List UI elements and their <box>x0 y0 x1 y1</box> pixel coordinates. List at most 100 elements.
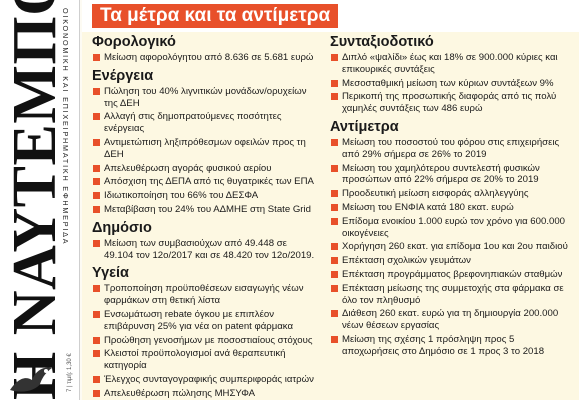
square-bullet-icon <box>331 203 338 211</box>
square-bullet-icon <box>93 87 100 95</box>
masthead-edition: 7 | τιμή: 1,30 € <box>67 353 73 392</box>
square-bullet-icon <box>331 217 338 225</box>
list-item: Επέκταση μείωσης της συμμετοχής στα φάρμ… <box>330 283 570 307</box>
square-bullet-icon <box>331 284 338 292</box>
list-item: Διάθεση 260 εκατ. ευρώ για τη δημιουργία… <box>330 308 570 332</box>
list-item-text: Ενσωμάτωση rebate όγκου με επιπλέον επιβ… <box>104 308 294 332</box>
square-bullet-icon <box>93 375 100 383</box>
list-item-text: Διάθεση 260 εκατ. ευρώ για τη δημιουργία… <box>342 308 559 332</box>
list-item: Μείωση αφορολόγητου από 8.636 σε 5.681 ε… <box>92 52 317 64</box>
square-bullet-icon <box>331 335 338 343</box>
list-item-text: Απελευθέρωση πώλησης ΜΗΣΥΦΑ <box>104 387 256 399</box>
list-item-text: Κλειστοί προϋπολογισμοί ανά θεραπευτική … <box>104 348 286 372</box>
list-item-text: Μείωση του ΕΝΦΙΑ κατά 180 εκατ. ευρώ <box>342 201 514 213</box>
list-item: Αντιμετώπιση ληξιπρόθεσμων οφειλών προς … <box>92 137 317 161</box>
square-bullet-icon <box>93 178 100 186</box>
list-item: Επίδομα ενοικίου 1.000 ευρώ τον χρόνο γι… <box>330 216 570 240</box>
masthead-subtitle: ΟΙΚΟΝΟΜΙΚΗ ΚΑΙ ΕΠΙΧΕΙΡΗΜΑΤΙΚΗ ΕΦΗΜΕΡΙΔΑ <box>61 8 70 246</box>
list-item: Κλειστοί προϋπολογισμοί ανά θεραπευτική … <box>92 348 317 372</box>
list-item-text: Μεσοσταθμική μείωση των κύριων συντάξεων… <box>342 77 554 89</box>
list-item-text: Διπλό «ψαλίδι» έως και 18% σε 900.000 κύ… <box>342 52 558 75</box>
list-item-text: Απόσχιση της ΔΕΠΑ από τις θυγατρικές των… <box>104 176 314 188</box>
square-bullet-icon <box>331 270 338 278</box>
square-bullet-icon <box>93 389 100 397</box>
list-item: Προώθηση γενοσήμων με ποσοστιαίους στόχο… <box>92 335 317 347</box>
list-item: Πώληση του 40% λιγνιτικών μονάδων/ορυχεί… <box>92 86 317 110</box>
square-bullet-icon <box>331 190 338 198</box>
list-item-text: Μείωση αφορολόγητου από 8.636 σε 5.681 ε… <box>104 52 314 63</box>
list-item-text: Τροποποίηση προϋποθέσεων εισαγωγής νέων … <box>104 283 304 307</box>
masthead-title: Η ΝΑΥΤΕΜΠΟΡΙΚΗ <box>1 0 69 400</box>
masthead-logo-icon <box>10 367 52 392</box>
square-bullet-icon <box>93 192 100 200</box>
square-bullet-icon <box>331 310 338 318</box>
list-item-text: Μείωση του ποσοστού του φόρου στις επιχε… <box>342 136 560 160</box>
list-item-text: Μεταβίβαση του 24% του ΑΔΜΗΕ στη State G… <box>104 203 311 215</box>
square-bullet-icon <box>331 54 338 61</box>
right-section-title: Αντίμετρα <box>330 118 399 135</box>
list-item-text: Χορήγηση 260 εκατ. για επίδομα 1ου και 2… <box>342 241 568 253</box>
list-item: Μείωση του χαμηλότερου συντελεστή φυσικώ… <box>330 163 570 187</box>
list-item-text: Μείωση του χαμηλότερου συντελεστή φυσικώ… <box>342 162 540 186</box>
left-section-title: Υγεία <box>92 265 129 282</box>
list-item: Διπλό «ψαλίδι» έως και 18% σε 900.000 κύ… <box>330 52 570 76</box>
list-item: Αλλαγή στις δημοπρατούμενες ποσότητες εν… <box>92 111 317 135</box>
list-item: Μείωση της σχέσης 1 πρόσληψη προς 5 αποχ… <box>330 334 570 358</box>
list-item-text: Αντιμετώπιση ληξιπρόθεσμων οφειλών προς … <box>104 136 306 160</box>
list-item: Μείωση των συμβασιούχων από 49.448 σε 49… <box>92 238 317 262</box>
list-item-text: Περικοπή της προσωπικής διαφοράς από τις… <box>342 91 557 115</box>
list-item-text: Προώθηση γενοσήμων με ποσοστιαίους στόχο… <box>104 334 313 346</box>
left-section-title: Δημόσιο <box>92 219 152 236</box>
square-bullet-icon <box>331 93 338 101</box>
square-bullet-icon <box>331 257 338 265</box>
list-item: Τροποποίηση προϋποθέσεων εισαγωγής νέων … <box>92 283 317 307</box>
list-item: Μεσοσταθμική μείωση των κύριων συντάξεων… <box>330 78 570 90</box>
list-item-text: Απελευθέρωση αγοράς φυσικού αερίου <box>104 162 272 174</box>
square-bullet-icon <box>93 350 100 358</box>
list-item: Περικοπή της προσωπικής διαφοράς από τις… <box>330 91 570 115</box>
left-column: Φορολογικό Μείωση αφορολόγητου από 8.636 … <box>92 34 317 400</box>
list-item-text: Επέκταση προγράμματος βρεφονηπιακών σταθ… <box>342 268 563 280</box>
square-bullet-icon <box>93 164 100 172</box>
list-item: Απόσχιση της ΔΕΠΑ από τις θυγατρικές των… <box>92 176 317 188</box>
square-bullet-icon <box>93 336 100 344</box>
list-item-text: Προοδευτική μείωση εισφοράς αλληλεγγύης <box>342 188 529 200</box>
list-item: Χορήγηση 260 εκατ. για επίδομα 1ου και 2… <box>330 241 570 253</box>
list-item: Απελευθέρωση αγοράς φυσικού αερίου <box>92 163 317 175</box>
list-item: Προοδευτική μείωση εισφοράς αλληλεγγύης <box>330 188 570 200</box>
square-bullet-icon <box>331 79 338 87</box>
right-section-title: Συνταξιοδοτικό <box>330 34 434 50</box>
list-item: Απελευθέρωση πώλησης ΜΗΣΥΦΑ <box>92 388 317 400</box>
list-item-text: Πώληση του 40% λιγνιτικών μονάδων/ορυχεί… <box>104 85 307 109</box>
square-bullet-icon <box>93 138 100 146</box>
list-item: Μεταβίβαση του 24% του ΑΔΜΗΕ στη State G… <box>92 204 317 216</box>
list-item-text: Επέκταση μείωσης της συμμετοχής στα φάρμ… <box>342 282 564 306</box>
list-item-text: Αλλαγή στις δημοπρατούμενες ποσότητες εν… <box>104 111 282 135</box>
list-item-text: Μείωση των συμβασιούχων από 49.448 σε 49… <box>104 237 315 261</box>
square-bullet-icon <box>331 164 338 172</box>
square-bullet-icon <box>93 239 100 247</box>
square-bullet-icon <box>93 310 100 318</box>
newspaper-masthead: Η ΝΑΥΤΕΜΠΟΡΙΚΗ ΟΙΚΟΝΟΜΙΚΗ ΚΑΙ ΕΠΙΧΕΙΡΗΜΑ… <box>0 0 80 400</box>
square-bullet-icon <box>331 243 338 251</box>
measures-panel: Τα μέτρα και τα αντίμετρα Φορολογικό Μείω… <box>82 0 579 400</box>
left-section-title: Φορολογικό <box>92 34 176 50</box>
list-item: Μείωση του ΕΝΦΙΑ κατά 180 εκατ. ευρώ <box>330 202 570 214</box>
list-item-text: Επέκταση σχολικών γευμάτων <box>342 255 471 267</box>
square-bullet-icon <box>93 113 100 121</box>
list-item: Ενσωμάτωση rebate όγκου με επιπλέον επιβ… <box>92 309 317 333</box>
list-item-text: Επίδομα ενοικίου 1.000 ευρώ τον χρόνο γι… <box>342 215 565 239</box>
list-item-text: Ιδιωτικοποίηση του 66% του ΔΕΣΦΑ <box>104 190 259 202</box>
square-bullet-icon <box>93 54 100 61</box>
list-item: Επέκταση σχολικών γευμάτων <box>330 255 570 267</box>
list-item: Μείωση του ποσοστού του φόρου στις επιχε… <box>330 137 570 161</box>
list-item-text: Έλεγχος συνταγογραφικής συμπεριφοράς ιατ… <box>104 373 314 385</box>
list-item: Έλεγχος συνταγογραφικής συμπεριφοράς ιατ… <box>92 374 317 386</box>
list-item-text: Μείωση της σχέσης 1 πρόσληψη προς 5 αποχ… <box>342 333 545 357</box>
list-item: Ιδιωτικοποίηση του 66% του ΔΕΣΦΑ <box>92 190 317 202</box>
square-bullet-icon <box>331 138 338 146</box>
right-column: Συνταξιοδοτικό Διπλό «ψαλίδι» έως και 18%… <box>330 34 570 360</box>
square-bullet-icon <box>93 285 100 293</box>
left-section-title: Ενέργεια <box>92 67 154 84</box>
headline-bar: Τα μέτρα και τα αντίμετρα <box>82 0 579 32</box>
